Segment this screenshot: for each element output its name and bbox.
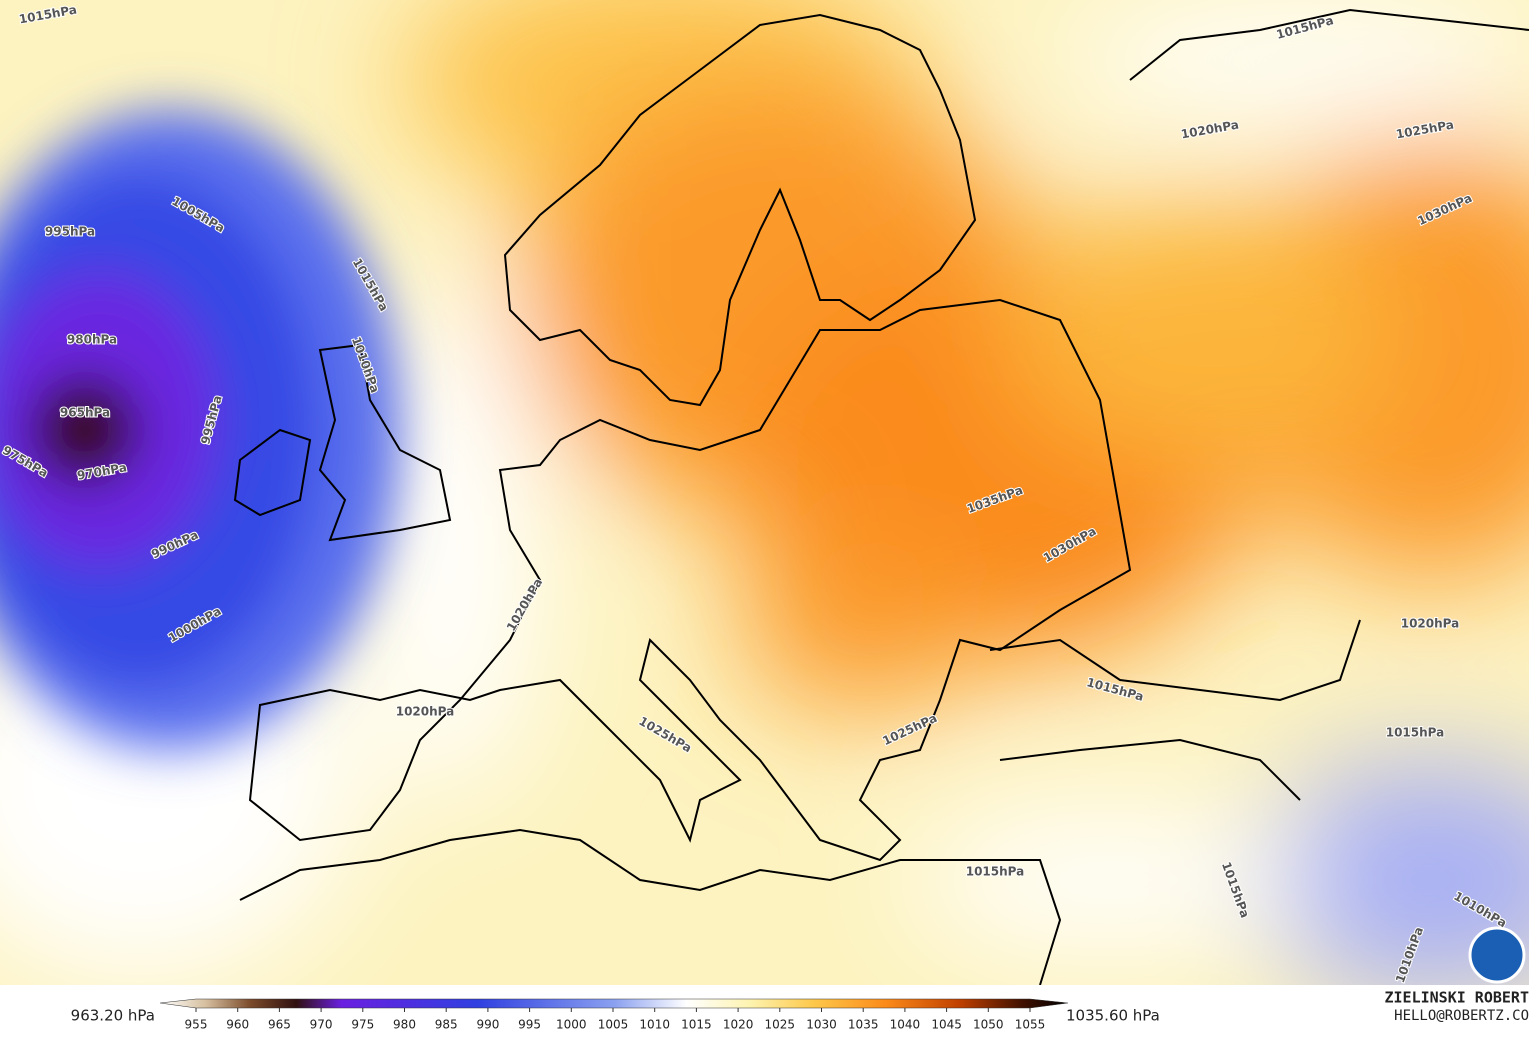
colorbar-max-label: 1035.60 hPa: [1066, 1007, 1160, 1025]
colorbar-tick-label: 1055: [1015, 1018, 1046, 1032]
credit-name: ZIELINSKI ROBERT: [1385, 989, 1529, 1007]
colorbar-tick-label: 980: [393, 1018, 416, 1032]
colorbar-min-label: 963.20 hPa: [71, 1007, 155, 1025]
colorbar-tick-label: 960: [226, 1018, 249, 1032]
colorbar-tick-label: 1040: [890, 1018, 921, 1032]
isobar-label: 1020hPa: [396, 705, 455, 719]
colorbar-tick-label: 1020: [723, 1018, 754, 1032]
colorbar-ramp: [160, 999, 1068, 1008]
colorbar-tick-label: 955: [185, 1018, 208, 1032]
isobar-label: 1020hPa: [1401, 617, 1460, 631]
colorbar-tick-label: 975: [351, 1018, 374, 1032]
isobar-label: 995hPa: [45, 225, 95, 239]
pressure-field: [0, 0, 1529, 1000]
colorbar-tick-label: 1015: [681, 1018, 712, 1032]
colorbar-tick-label: 985: [435, 1018, 458, 1032]
colorbar-tick-label: 1050: [973, 1018, 1004, 1032]
colorbar-tick-label: 1045: [931, 1018, 962, 1032]
colorbar-tick-label: 1030: [806, 1018, 837, 1032]
colorbar-tick-label: 990: [476, 1018, 499, 1032]
colorbar-tick-label: 1005: [598, 1018, 629, 1032]
isobar-label: 980hPa: [67, 333, 117, 347]
colorbar-tick-label: 1010: [639, 1018, 670, 1032]
noaa-logo: [1470, 928, 1524, 982]
colorbar-tick-label: 970: [310, 1018, 333, 1032]
colorbar-tick-label: 965: [268, 1018, 291, 1032]
credit-email: HELLO@ROBERTZ.CO: [1394, 1008, 1529, 1024]
colorbar-tick-label: 995: [518, 1018, 541, 1032]
isobar-label: 1015hPa: [966, 865, 1025, 879]
colorbar-tick-label: 1025: [765, 1018, 796, 1032]
isobar-label: 965hPa: [60, 406, 110, 420]
colorbar-tick-label: 1035: [848, 1018, 879, 1032]
isobar-label: 1015hPa: [1386, 726, 1445, 740]
colorbar-tick-label: 1000: [556, 1018, 587, 1032]
